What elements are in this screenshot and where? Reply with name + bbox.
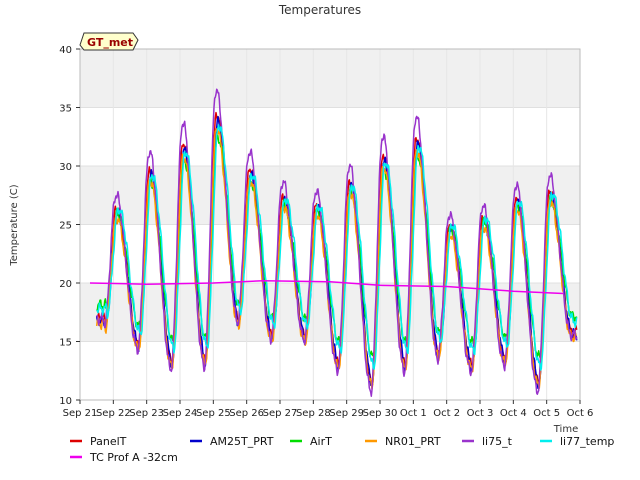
y-tick-label: 30 xyxy=(59,162,72,173)
x-tick-label: Sep 22 xyxy=(96,408,131,419)
series-line-tc-prof-a-32cm xyxy=(89,279,564,295)
x-tick-label: Oct 3 xyxy=(467,408,494,419)
y-tick-label: 15 xyxy=(59,338,72,349)
x-tick-label: Sep 25 xyxy=(196,408,231,419)
station-badge: GT_met xyxy=(79,32,139,51)
x-tick-label: Sep 24 xyxy=(163,408,198,419)
series-lines xyxy=(89,88,578,397)
legend-label: PanelT xyxy=(90,435,127,448)
series-line-am25t-prt xyxy=(95,115,578,389)
x-tick-label: Sep 27 xyxy=(263,408,298,419)
legend-label: li75_t xyxy=(482,435,513,448)
y-tick-label: 20 xyxy=(59,279,72,290)
y-tick-label: 10 xyxy=(59,396,72,407)
x-axis-label: Time xyxy=(553,424,578,435)
y-axis-ticks: 10 15 20 25 30 35 40 xyxy=(59,45,80,407)
x-tick-label: Oct 4 xyxy=(500,408,527,419)
x-tick-label: Sep 21 xyxy=(63,408,98,419)
legend-label: TC Prof A -32cm xyxy=(89,451,178,464)
series-line-li75-t xyxy=(96,88,578,397)
x-tick-label: Oct 6 xyxy=(567,408,594,419)
x-tick-label: Sep 29 xyxy=(329,408,364,419)
x-tick-label: Sep 28 xyxy=(296,408,331,419)
band-2 xyxy=(80,49,580,108)
x-tick-label: Sep 23 xyxy=(129,408,164,419)
x-tick-label: Sep 30 xyxy=(363,408,398,419)
legend-label: AM25T_PRT xyxy=(210,435,274,448)
x-tick-label: Oct 2 xyxy=(433,408,460,419)
band-1 xyxy=(80,166,580,225)
x-tick-label: Oct 5 xyxy=(533,408,560,419)
legend-label: li77_temp xyxy=(560,435,614,448)
y-tick-label: 35 xyxy=(59,104,72,115)
x-tick-label: Sep 26 xyxy=(229,408,264,419)
series-line-li77-temp xyxy=(96,124,578,371)
station-badge-label: GT_met xyxy=(87,36,133,49)
y-tick-label: 40 xyxy=(59,45,72,56)
legend: PanelT AM25T_PRT AirT NR01_PRT li75_t li77_te… xyxy=(70,435,614,464)
y-axis-label: Temperature (C) xyxy=(9,184,20,266)
x-tick-label: Oct 1 xyxy=(400,408,427,419)
legend-label: AirT xyxy=(310,435,332,448)
legend-label: NR01_PRT xyxy=(385,435,441,448)
y-tick-label: 25 xyxy=(59,221,72,232)
chart-title: Temperatures xyxy=(278,3,361,17)
